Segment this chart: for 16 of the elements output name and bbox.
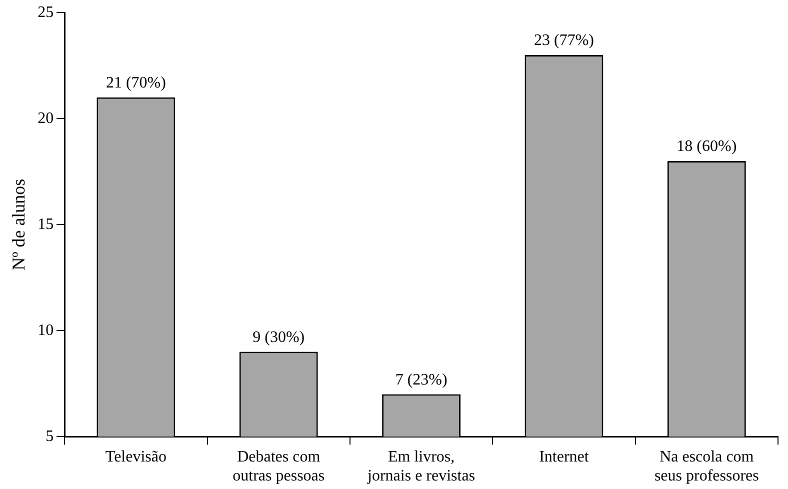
x-tick-label: Debates com outras pessoas [232, 448, 325, 485]
y-tick-label: 10 [38, 322, 54, 339]
data-label: 21 (70%) [106, 74, 166, 92]
x-tick-label: Televisão [105, 448, 166, 466]
data-label: 23 (77%) [534, 32, 594, 50]
x-tick-label: Em livros, jornais e revistas [366, 448, 476, 485]
x-tick-label: Internet [539, 448, 590, 466]
data-label: 7 (23%) [395, 371, 448, 388]
y-tick-label: 20 [38, 110, 54, 127]
x-tick-label: Na escola com seus professores [654, 448, 759, 485]
y-axis-title: Nº de alunos [8, 178, 29, 270]
y-tick-label: 25 [38, 4, 54, 21]
y-tick-label: 5 [46, 428, 54, 445]
y-tick-label: 15 [38, 216, 54, 233]
data-label: 9 (30%) [252, 329, 305, 346]
data-label: 18 (60%) [676, 138, 737, 156]
